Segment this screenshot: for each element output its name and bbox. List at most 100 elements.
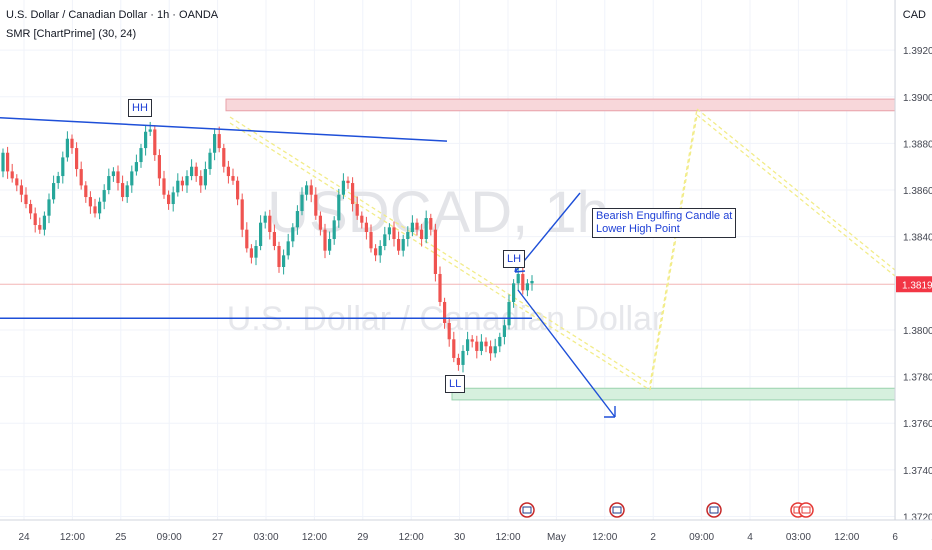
candle-body	[15, 178, 19, 186]
time-tick-label: 03:00	[253, 532, 278, 543]
candle-body	[29, 204, 33, 214]
candle-body	[56, 176, 60, 184]
candle-body	[84, 185, 88, 198]
candle-body	[139, 148, 143, 163]
candle-body	[102, 190, 106, 202]
candle-body	[61, 157, 65, 177]
candle-body	[318, 215, 322, 230]
chart-grid	[0, 0, 896, 520]
candle-body	[249, 248, 253, 258]
candle-body	[479, 341, 483, 351]
price-tick-label: 1.37800	[903, 373, 932, 384]
price-tick-label: 1.38800	[903, 139, 932, 150]
candle-body	[309, 185, 313, 195]
candle-body	[1, 152, 5, 172]
price-tick-label: 1.38400	[903, 233, 932, 244]
candle-body	[470, 339, 474, 342]
candle-body	[351, 183, 355, 205]
time-tick-label: 03:00	[786, 532, 811, 543]
candle-body	[236, 180, 240, 200]
candle-body	[424, 218, 428, 240]
candle-body	[291, 227, 295, 242]
candle-body	[374, 248, 378, 256]
candle-body	[461, 350, 465, 365]
candle-body	[130, 171, 134, 186]
candle-body	[199, 176, 203, 186]
event-flag-detail	[709, 506, 719, 514]
candle-body	[185, 176, 189, 186]
candle-body	[286, 241, 290, 256]
price-tick-label: 1.38600	[903, 186, 932, 197]
bearish-target-arrow	[517, 289, 616, 418]
candle-body	[341, 180, 345, 195]
callout-line-1: Bearish Engulfing Candle at	[596, 210, 733, 222]
candle-body	[42, 215, 46, 230]
time-tick-label: 24	[18, 532, 30, 543]
candle-body	[231, 176, 235, 181]
candle-body	[443, 301, 447, 323]
candle-body	[525, 283, 529, 291]
candle-body	[392, 227, 396, 240]
candle-body	[194, 166, 198, 177]
support-zone	[451, 387, 896, 401]
watermark-symbol: USDCAD, 1h	[267, 180, 609, 245]
candle-body	[148, 129, 152, 132]
candle-body	[337, 194, 341, 221]
candle-body	[447, 322, 451, 340]
candle-body	[98, 201, 102, 214]
candle-body	[406, 232, 410, 240]
candle-body	[429, 218, 433, 230]
candle-body	[268, 215, 272, 233]
lower-low-label: LL	[445, 375, 466, 393]
price-tick-label: 1.39000	[903, 93, 932, 104]
time-tick-label: 12:00	[834, 532, 859, 543]
candle-body	[121, 183, 125, 198]
candle-body	[378, 246, 382, 256]
candle-body	[516, 273, 520, 284]
time-tick-label: 09:00	[157, 532, 182, 543]
candle-body	[314, 194, 318, 216]
projection-line	[696, 108, 896, 271]
price-tick-label: 1.37400	[903, 466, 932, 477]
candle-body	[52, 183, 56, 200]
candle-body	[277, 246, 281, 267]
price-zones	[0, 98, 896, 401]
candle-body	[111, 171, 115, 177]
candle-body	[180, 180, 184, 186]
candle-body	[162, 178, 166, 195]
direction-arrows	[514, 192, 616, 418]
candle-body	[93, 206, 97, 214]
callout-note: Bearish Engulfing Candle at Lower High P…	[592, 208, 737, 238]
candle-body	[433, 229, 437, 274]
candle-body	[438, 273, 442, 302]
candle-body	[410, 222, 414, 233]
candle-body	[10, 171, 14, 179]
lower-high-label: LH	[503, 250, 526, 268]
candle-body	[484, 341, 488, 347]
indicator-label[interactable]: SMR [ChartPrime] (30, 24)	[6, 28, 137, 40]
candle-body	[456, 357, 460, 365]
event-flag-detail	[612, 506, 622, 514]
candle-body	[222, 148, 226, 167]
currency-label: CAD	[902, 9, 926, 21]
projection-line	[649, 108, 698, 385]
time-tick-label: 12:00	[399, 532, 424, 543]
time-tick-label: 27	[212, 532, 224, 543]
time-tick-label: May	[547, 532, 566, 543]
candle-body	[65, 138, 69, 158]
candle-body	[328, 239, 332, 251]
event-flag-detail	[522, 506, 532, 514]
candle-body	[420, 229, 424, 240]
price-tick-label: 1.37600	[903, 419, 932, 430]
callout-line-2: Lower High Point	[596, 223, 680, 235]
candle-body	[190, 166, 194, 177]
candle-body	[498, 336, 502, 347]
candle-body	[116, 171, 120, 184]
candle-body	[332, 220, 336, 240]
candle-body	[300, 194, 304, 212]
time-tick-label: 25	[115, 532, 127, 543]
candle-body	[346, 180, 350, 184]
time-tick-label: 2	[650, 532, 656, 543]
